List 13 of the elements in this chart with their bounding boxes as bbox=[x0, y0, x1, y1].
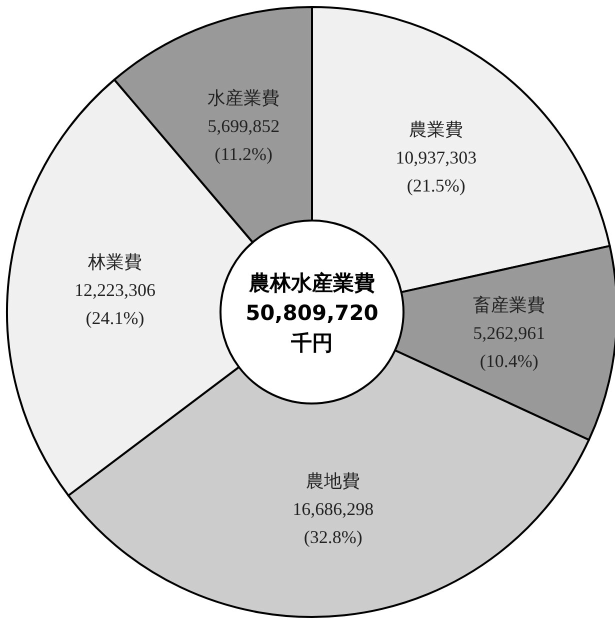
data-label: 12,223,306 (24.1%) bbox=[74, 280, 156, 328]
slice-label: 畜産業費 bbox=[473, 295, 546, 316]
text: 50,809,720 bbox=[246, 301, 378, 325]
slice-label: 農地費 bbox=[306, 471, 360, 492]
slice-label: 林業費 bbox=[86, 252, 142, 272]
data-label: 5,262,961 (10.4%) bbox=[473, 323, 546, 372]
slice-label: 農業費 bbox=[409, 119, 464, 140]
data-label: 5,699,852 (11.2%) bbox=[208, 116, 280, 164]
data-label: 10,937,303 (21.5%) bbox=[396, 147, 477, 196]
slice-label: 水産業費 bbox=[208, 88, 280, 108]
text: 農林水産業費 bbox=[248, 271, 375, 295]
text: 千円 bbox=[290, 331, 333, 355]
data-label: 16,686,298 (32.8%) bbox=[292, 499, 374, 548]
